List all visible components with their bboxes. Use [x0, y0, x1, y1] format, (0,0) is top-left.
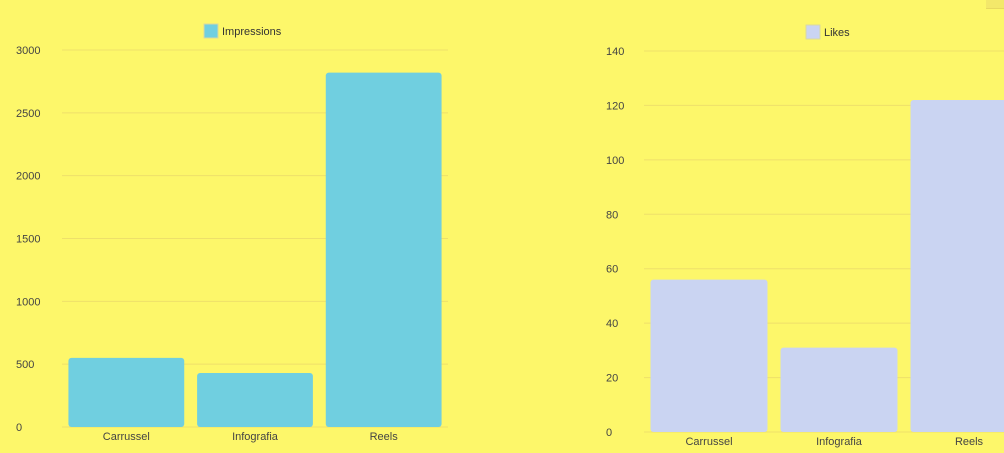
bar-carrussel	[68, 358, 184, 427]
legend-swatch	[204, 24, 218, 38]
y-tick-label: 1000	[16, 296, 40, 308]
y-tick-label: 2000	[16, 171, 40, 183]
impressions-chart-svg: 0 500 1000 1500 2000 2500 3000 Carrussel Infogra…	[0, 0, 460, 448]
bar-infografia	[781, 348, 898, 432]
y-tick-label: 20	[606, 373, 618, 385]
x-tick-label: Infografia	[232, 431, 279, 443]
x-tick-label: Infografia	[816, 436, 863, 448]
x-tick-label: Reels	[370, 431, 399, 443]
y-tick-label: 3000	[16, 45, 40, 57]
y-tick-label: 140	[606, 46, 624, 58]
y-tick-label: 80	[606, 209, 618, 221]
legend-label: Impressions	[222, 26, 282, 38]
bar-infografia	[197, 373, 313, 427]
likes-chart: 0 20 40 60 80 100 120 140 Carrussel Infografia Ree…	[592, 0, 1004, 448]
x-tick-label: Carrussel	[685, 436, 732, 448]
x-tick-label: Carrussel	[103, 431, 150, 443]
legend-label: Likes	[824, 27, 850, 39]
y-tick-label: 120	[606, 100, 624, 112]
x-tick-label: Reels	[955, 436, 984, 448]
corner-accent	[986, 0, 1004, 9]
y-tick-label: 60	[606, 264, 618, 276]
likes-chart-svg: 0 20 40 60 80 100 120 140 Carrussel Infografia Ree…	[592, 0, 1004, 448]
bar-reels	[326, 73, 442, 427]
bar-reels	[911, 100, 1004, 432]
impressions-chart: 0 500 1000 1500 2000 2500 3000 Carrussel Infogra…	[0, 0, 460, 448]
y-tick-label: 0	[606, 427, 612, 439]
y-tick-label: 500	[16, 359, 34, 371]
y-tick-label: 1500	[16, 234, 40, 246]
y-tick-label: 100	[606, 155, 624, 167]
y-tick-label: 2500	[16, 108, 40, 120]
y-tick-label: 40	[606, 318, 618, 330]
legend-swatch	[806, 25, 820, 39]
y-tick-label: 0	[16, 422, 22, 434]
bar-carrussel	[651, 280, 768, 432]
